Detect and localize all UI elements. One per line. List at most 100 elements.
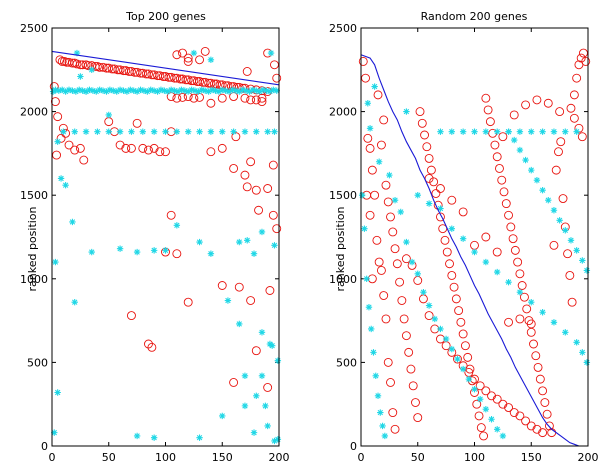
- star-point: [236, 88, 243, 95]
- y-tick-label: 500: [27, 356, 48, 369]
- circle-point: [376, 265, 386, 275]
- circle-point: [251, 185, 261, 195]
- circle-point: [126, 311, 136, 321]
- star-point: [471, 128, 478, 135]
- circle-point: [535, 374, 545, 384]
- y-axis-label: ranked position: [26, 206, 39, 291]
- trend-line: [51, 50, 280, 86]
- circle-point: [172, 93, 182, 103]
- circle-point: [440, 235, 450, 245]
- circle-point: [121, 143, 131, 153]
- circle-point: [365, 143, 375, 153]
- circle-point: [454, 306, 464, 316]
- circle-point: [429, 177, 439, 187]
- star-point: [162, 128, 169, 135]
- circle-point: [155, 147, 165, 157]
- circle-point: [195, 55, 205, 65]
- circle-point: [526, 319, 536, 329]
- circle-point: [72, 59, 82, 69]
- circle-point: [98, 62, 108, 72]
- circle-point: [543, 98, 553, 108]
- circle-point: [132, 67, 142, 77]
- star-point: [271, 128, 278, 135]
- circle-point: [195, 77, 205, 86]
- star-point: [370, 349, 377, 356]
- circle-point: [229, 163, 239, 173]
- star-point: [273, 87, 280, 94]
- circle-point: [242, 67, 252, 76]
- circle-point: [272, 224, 282, 234]
- star-point: [79, 87, 86, 94]
- star-point: [195, 88, 202, 95]
- star-point: [567, 237, 575, 244]
- circle-point: [517, 281, 527, 290]
- star-point: [60, 128, 67, 135]
- circle-point: [579, 48, 588, 58]
- star-point: [54, 138, 61, 145]
- star-point: [55, 87, 63, 94]
- circle-point: [172, 249, 182, 259]
- circle-point: [183, 75, 193, 85]
- circle-point: [144, 339, 153, 349]
- star-point: [250, 429, 258, 436]
- circle-point: [445, 259, 454, 269]
- x-tick-label: 0: [49, 451, 56, 464]
- star-point: [374, 392, 382, 400]
- circle-point: [200, 46, 210, 56]
- star-point: [368, 325, 375, 333]
- star-point: [364, 100, 372, 107]
- star-point: [133, 432, 141, 440]
- circle-point: [529, 339, 538, 349]
- star-point: [94, 128, 101, 135]
- y-tick-label: 0: [41, 440, 48, 453]
- circle-point: [263, 184, 273, 193]
- circle-point: [521, 416, 531, 426]
- star-point: [271, 242, 278, 249]
- circle-point: [458, 207, 468, 217]
- circle-point: [381, 180, 391, 190]
- star-point: [448, 225, 455, 232]
- star-point: [263, 87, 270, 94]
- star-point: [533, 176, 541, 184]
- circle-point: [533, 362, 543, 372]
- star-point: [253, 392, 260, 400]
- circle-point: [515, 269, 525, 279]
- star-point: [522, 156, 529, 164]
- circle-point: [538, 428, 548, 438]
- star-point: [448, 345, 455, 353]
- circle-point: [121, 66, 131, 76]
- star-point: [133, 248, 141, 256]
- star-point: [207, 56, 215, 63]
- circle-point: [519, 292, 529, 302]
- star-point: [139, 128, 146, 135]
- star-point: [397, 208, 404, 216]
- star-point: [96, 86, 103, 94]
- y-tick-label: 1500: [329, 189, 357, 202]
- circle-point: [481, 232, 491, 242]
- circle-point: [263, 383, 273, 392]
- circle-point: [75, 143, 85, 153]
- star-point: [224, 297, 232, 304]
- star-point: [459, 128, 467, 135]
- star-point: [437, 325, 444, 333]
- circle-point: [70, 145, 80, 155]
- circle-point: [79, 155, 89, 165]
- circle-point: [257, 97, 267, 107]
- circle-point: [397, 296, 407, 305]
- circle-point: [246, 157, 256, 167]
- circle-point: [417, 118, 427, 128]
- star-point: [196, 128, 203, 135]
- star-point: [103, 88, 110, 95]
- star-point: [562, 128, 569, 135]
- circle-point: [200, 77, 210, 87]
- circle-point: [372, 235, 382, 245]
- star-point: [459, 235, 467, 242]
- star-point: [150, 87, 158, 94]
- star-point: [550, 128, 558, 135]
- circle-point: [147, 342, 157, 352]
- star-point: [185, 88, 192, 95]
- plot-frame: [51, 27, 280, 447]
